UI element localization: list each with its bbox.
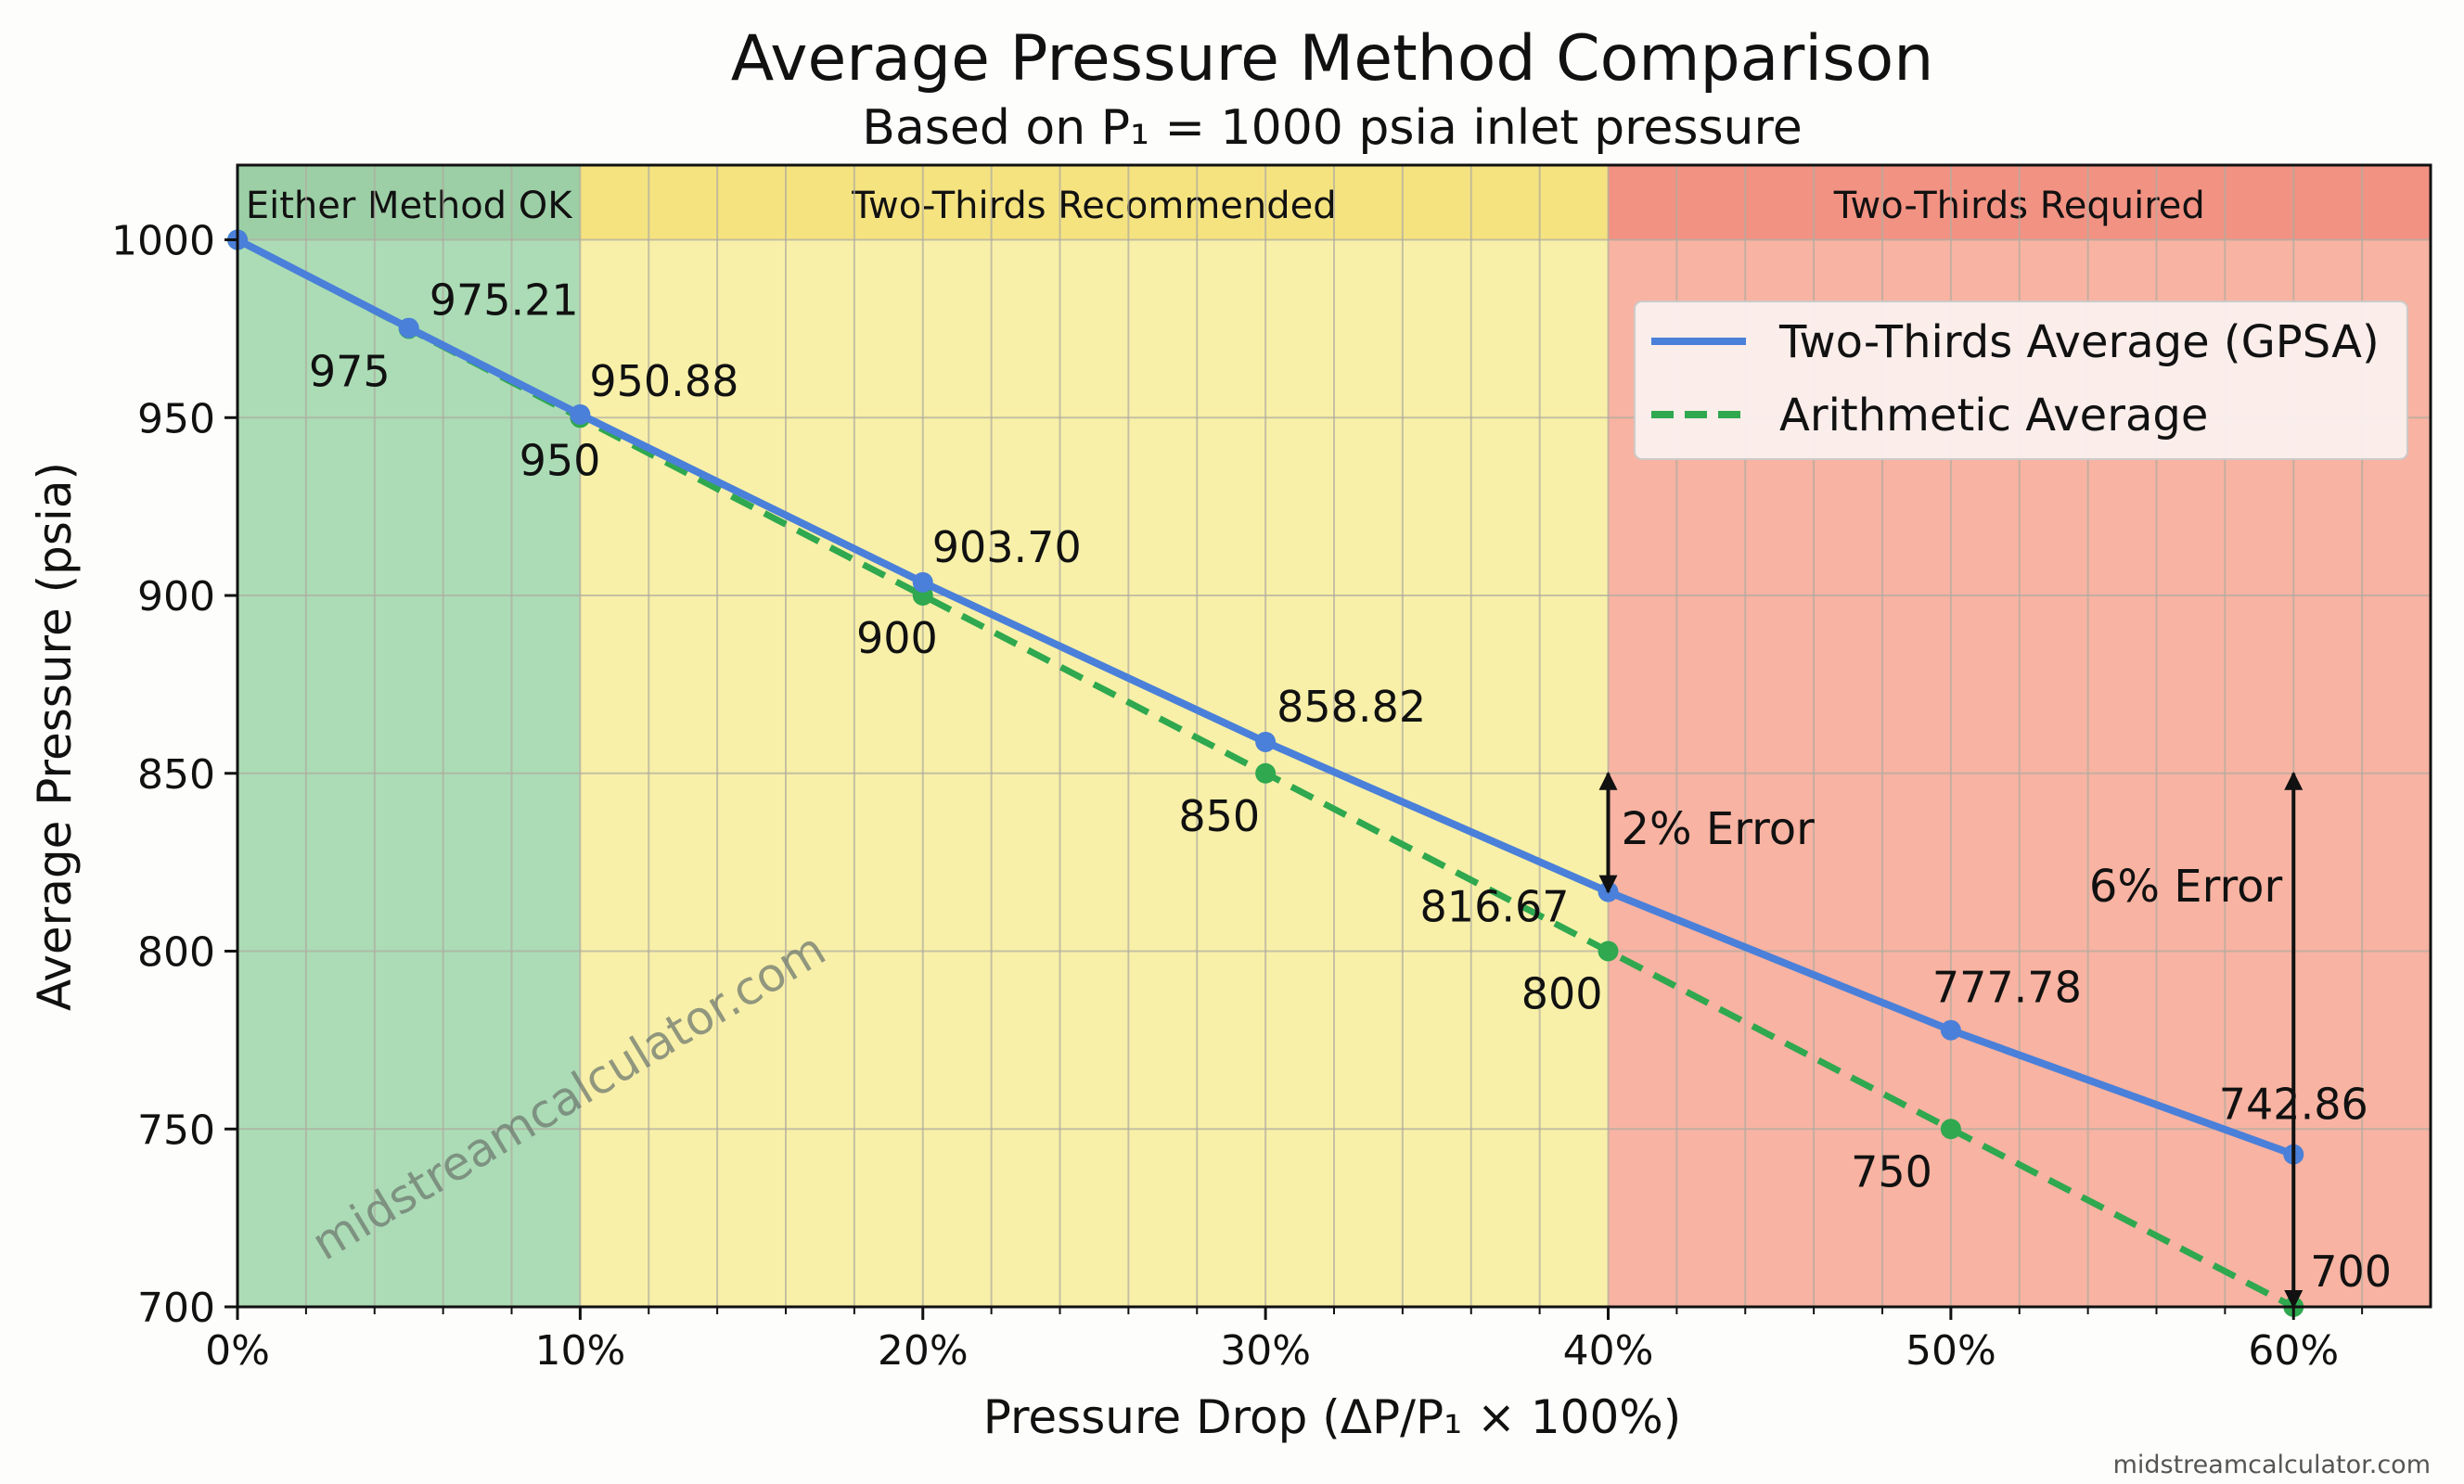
point-label: 700	[2310, 1247, 2392, 1297]
point-label: 900	[856, 613, 938, 663]
data-point	[912, 571, 933, 593]
point-label: 777.78	[1932, 963, 2082, 1013]
point-label: 816.67	[1420, 882, 1570, 932]
x-tick-label: 50%	[1906, 1327, 1996, 1375]
zone-header-1	[580, 165, 1609, 240]
x-axis-label: Pressure Drop (ΔP/P₁ × 100%)	[983, 1390, 1682, 1444]
error-label: 6% Error	[2089, 861, 2283, 913]
x-tick-label: 0%	[205, 1327, 270, 1375]
point-label: 750	[1851, 1146, 1932, 1196]
data-point	[1255, 731, 1277, 752]
x-tick-label: 10%	[534, 1327, 625, 1375]
chart-subtitle: Based on P₁ = 1000 psia inlet pressure	[862, 100, 1802, 156]
point-label: 800	[1521, 969, 1603, 1019]
zone-header-0	[237, 165, 581, 240]
y-tick-label: 750	[137, 1107, 215, 1154]
point-label: 858.82	[1277, 682, 1426, 732]
data-point	[570, 403, 591, 425]
y-tick-label: 800	[137, 929, 215, 977]
y-tick-label: 950	[137, 395, 215, 442]
data-point	[1940, 1019, 1961, 1041]
y-axis-label: Average Pressure (psia)	[28, 462, 82, 1011]
y-tick-label: 900	[137, 573, 215, 620]
x-tick-label: 60%	[2248, 1327, 2339, 1375]
legend-label: Two-Thirds Average (GPSA)	[1778, 316, 2380, 368]
y-tick-label: 1000	[111, 218, 215, 265]
grid	[237, 165, 2431, 1308]
point-label: 975.21	[430, 275, 579, 326]
chart-title: Average Pressure Method Comparison	[731, 22, 1934, 96]
point-label: 950.88	[589, 356, 738, 406]
x-tick-label: 30%	[1220, 1327, 1311, 1375]
series-line-0	[236, 236, 2295, 1158]
data-point	[1598, 940, 1619, 962]
legend: Two-Thirds Average (GPSA) Arithmetic Aver…	[1634, 301, 2408, 460]
point-label: 950	[520, 435, 601, 485]
zone-label: Either Method OK	[246, 185, 573, 227]
x-tick-label: 40%	[1563, 1327, 1654, 1375]
data-point	[1940, 1119, 1961, 1140]
zone-1	[580, 165, 1609, 1307]
footer-credit: midstreamcalculator.com	[2113, 1451, 2431, 1479]
data-point	[398, 317, 419, 339]
data-point	[1255, 762, 1277, 784]
zone-0	[237, 165, 581, 1307]
error-label: 2% Error	[1622, 803, 1816, 855]
point-label: 903.70	[932, 522, 1082, 572]
axis-ticks: 0% 10% 20% 30% 40% 50% 60% 700 750 800 850 900 950 10…	[111, 218, 2364, 1375]
zone-label: Two-Thirds Recommended	[851, 185, 1336, 227]
annotations: 2% Error 6% Error	[1598, 771, 2304, 1309]
point-label: 975	[309, 346, 391, 396]
legend-box	[1634, 301, 2408, 460]
legend-label: Arithmetic Average	[1779, 390, 2208, 441]
point-label: 850	[1178, 791, 1260, 841]
y-tick-label: 850	[137, 751, 215, 799]
y-tick-label: 700	[137, 1285, 215, 1332]
x-tick-label: 20%	[878, 1327, 969, 1375]
